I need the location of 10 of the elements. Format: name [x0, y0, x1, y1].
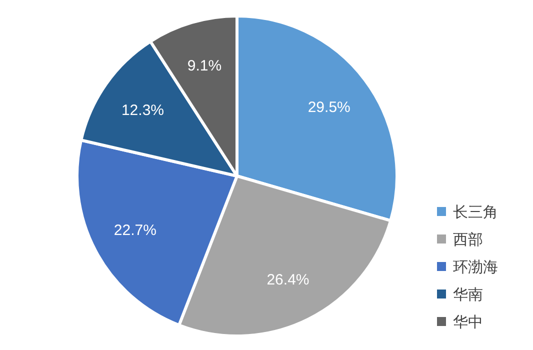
legend-label: 西部	[453, 232, 483, 248]
legend-label: 环渤海	[453, 259, 498, 276]
data-label: 22.7%	[114, 222, 156, 239]
legend-label: 华中	[453, 314, 483, 331]
legend-label: 华南	[453, 286, 483, 304]
legend-label: 长三角	[453, 204, 498, 221]
data-label: 26.4%	[266, 271, 310, 288]
data-label: 9.1%	[187, 57, 222, 74]
data-label: 29.5%	[308, 98, 350, 116]
data-label: 12.3%	[121, 102, 164, 119]
